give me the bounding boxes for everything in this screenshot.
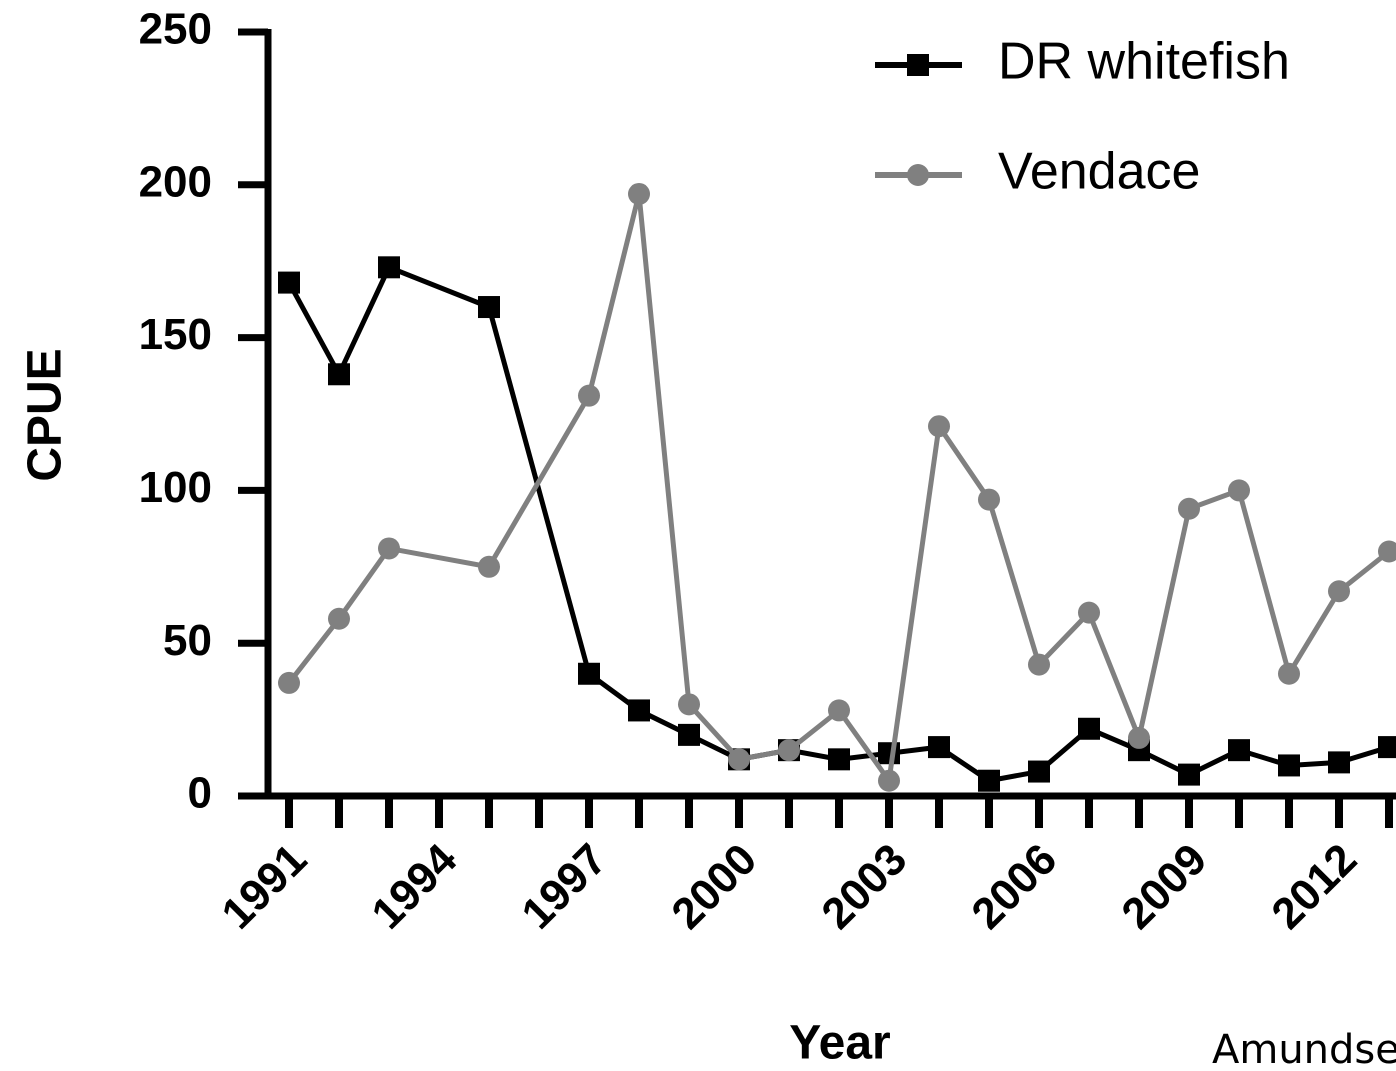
marker [878, 742, 900, 765]
legend-marker [907, 54, 929, 76]
marker [378, 537, 400, 560]
y-tick-label: 200 [139, 157, 212, 206]
marker [828, 699, 850, 722]
marker [478, 296, 500, 319]
marker [578, 384, 600, 407]
marker [1078, 601, 1100, 624]
x-tick-label: 1991 [212, 835, 316, 939]
x-tick-label: 2006 [962, 835, 1066, 939]
marker [1228, 739, 1250, 762]
marker [928, 415, 950, 438]
x-axis-title: Year [789, 1017, 890, 1070]
legend-label: DR whitefish [998, 33, 1290, 91]
marker [1278, 754, 1300, 777]
x-tick-label: 2003 [812, 835, 916, 939]
marker [578, 662, 600, 685]
legend-marker [907, 164, 929, 186]
x-tick-label: 1994 [362, 834, 466, 938]
marker [1078, 717, 1100, 740]
marker [1128, 726, 1150, 749]
marker [378, 256, 400, 279]
y-axis-title: CPUE [19, 348, 72, 481]
marker [1028, 760, 1050, 783]
series-line [287, 193, 1391, 788]
y-tick-label: 50 [163, 616, 212, 665]
marker [678, 693, 700, 716]
marker [1378, 540, 1396, 563]
marker [628, 699, 650, 722]
marker [628, 182, 650, 205]
marker [1328, 580, 1350, 603]
x-tick-label: 1997 [512, 835, 616, 939]
y-tick-label: 150 [139, 310, 212, 359]
legend-label: Vendace [998, 143, 1200, 201]
marker [978, 488, 1000, 511]
x-tick-label: 2012 [1262, 835, 1366, 939]
annotation: Amundse [1212, 1027, 1396, 1071]
marker [478, 555, 500, 578]
marker [278, 671, 300, 694]
x-tick-label: 2009 [1112, 835, 1216, 939]
marker [978, 769, 1000, 792]
y-tick-label: 100 [139, 463, 212, 512]
marker [1178, 763, 1200, 786]
marker [1328, 751, 1350, 774]
y-tick-label: 250 [139, 5, 212, 54]
marker [328, 607, 350, 630]
marker [728, 748, 750, 771]
marker [328, 363, 350, 386]
marker [828, 748, 850, 771]
marker [928, 736, 950, 759]
marker [1378, 736, 1396, 759]
marker [278, 271, 300, 294]
marker [1228, 479, 1250, 502]
marker [1028, 653, 1050, 676]
marker [878, 769, 900, 792]
marker [1278, 662, 1300, 685]
x-tick-label: 2000 [662, 835, 766, 939]
y-tick-label: 0 [188, 769, 212, 818]
marker [678, 723, 700, 746]
marker [1178, 497, 1200, 520]
marker [778, 739, 800, 762]
